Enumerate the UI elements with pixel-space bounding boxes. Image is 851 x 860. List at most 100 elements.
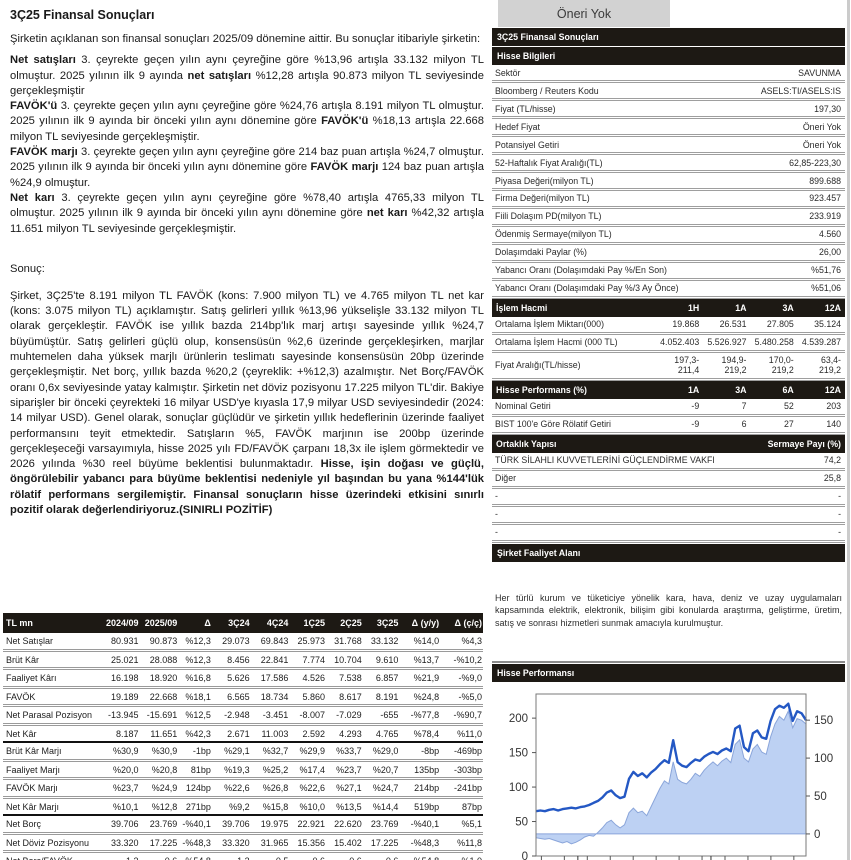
info-value: 197,30 [814,103,841,114]
table-row: -- [492,487,845,507]
column-header: TL mn [3,613,101,633]
cell: 5.860 [289,687,327,707]
shareholder-stake: - [722,487,845,507]
cell: 17.225 [362,833,400,853]
row-label: Brüt Kâr Marjı [3,742,101,762]
table-row: Net Satışlar 80.931 90.873 %12,3 29.073 69.84… [3,633,483,652]
tab-oneri-yok[interactable]: Öneri Yok [498,0,670,27]
table-row: -- [492,523,845,543]
info-value: 923.457 [809,193,841,204]
row-label: FAVÖK Marjı [3,778,101,799]
cell: %30,9 [139,742,179,762]
cell: 87bp [440,797,483,816]
info-row: Ödenmiş Sermaye(milyon TL) 4.560 [492,227,845,245]
cell: 52 [750,398,798,417]
cell: 11.003 [250,724,290,743]
cell: %13,5 [326,797,363,816]
cell: 7 [703,398,751,417]
cell: 5.626 [211,668,251,689]
paragraph: FAVÖK marjı 3. çeyrekte geçen yılın aynı… [10,145,484,191]
text: 3. çeyrekte geçen yılın aynı çeyreğine g… [10,146,484,174]
cell: 9.610 [362,650,400,670]
cell: 35.124 [797,316,845,335]
cell: -241bp [440,778,483,799]
cell: 23.769 [362,815,400,835]
row-label: Net Parasal Pozisyon [3,705,101,726]
row-label: Net Satışlar [3,633,101,652]
info-value: SAVUNMA [798,67,841,78]
cell: -655 [362,705,400,726]
ownership-header: Ortaklık Yapısı Sermaye Payı (%) [492,434,845,453]
cell: 22.921 [289,815,327,835]
summary-panel: Öneri Yok 3Ç25 Finansal Sonuçları Hisse … [492,0,845,860]
cell: 140 [797,415,845,435]
plot-border [535,693,807,857]
cell: %78,4 [399,724,441,743]
info-value: %51,76 [811,265,841,276]
cell: %14,4 [362,797,400,816]
price-line [535,702,808,813]
info-row: Fiyat (TL/hisse) 197,30 [492,101,845,119]
info-row: Sektör SAVUNMA [492,65,845,83]
cell: 29.073 [211,633,251,652]
cell: 1,3 [211,851,251,860]
text: %18,13 artışla 22.668 milyon TL seviyesi… [10,115,484,143]
shareholder-stake: 25,8 [722,469,845,489]
info-row: Yabancı Oranı (Dolaşımdaki Pay %/3 Ay Ön… [492,281,845,299]
paragraph: Net karı 3. çeyrekte geçen yılın aynı çe… [10,191,484,237]
panel-right-edge [847,0,850,860]
row-label: Net Kâr Marjı [3,797,101,816]
cell: -%40,1 [178,815,212,835]
column-header: 1H [656,298,704,317]
cell: 33.132 [362,633,400,652]
relative-performance-area [535,710,807,845]
cell: %20,8 [139,760,179,780]
section-header-chart: Hisse Performansı [492,664,845,683]
row-label: Net Borç/FAVÖK [3,851,101,860]
row-label: Net Döviz Pozisyonu [3,833,101,853]
cell: %11,0 [440,724,483,743]
mini-table-title: Hisse Performans (%) [492,380,656,399]
cell: -%90,7 [440,705,483,726]
performance-table: Hisse Performans (%) 1A 3A 6A 12A Nominal Get… [492,380,845,435]
info-label: 52-Haftalık Fiyat Aralığı(TL) [495,157,603,168]
cell: 0,6 [139,851,179,860]
cell: -8bp [399,742,441,762]
cell: %10,1 [100,797,140,816]
paragraph: Şirketin açıklanan son finansal sonuçlar… [10,32,484,47]
cell: 194,9- 219,2 [703,351,751,381]
table-row: Net Kâr 8.187 11.651 %42,3 2.671 11.003 2.592 4… [3,724,483,743]
cell: 11.651 [139,724,179,743]
cell: %26,8 [250,778,290,799]
info-label: Hedef Fiyat [495,121,540,132]
shareholder-name: - [492,523,722,543]
info-value: %51,06 [811,283,841,294]
cell: %11,8 [440,833,483,853]
cell: %4,3 [440,633,483,652]
text: 3. çeyrekte geçen yılın aynı çeyreğine g… [10,54,484,82]
cell: -2.948 [211,705,251,726]
column-header: 3Ç25 [362,613,400,633]
left-axis-label: 100 [509,782,528,794]
column-header: 1Ç25 [289,613,327,633]
cell: 39.706 [100,815,140,835]
cell: %27,1 [326,778,363,799]
info-value: Öneri Yok [802,121,841,132]
financials-table-header: TL mn 2024/09 2025/09 Δ 3Ç24 4Ç24 1Ç25 2Ç25 3Ç25… [3,613,483,633]
cell: -469bp [440,742,483,762]
column-header: 1A [703,298,751,317]
table-row: Brüt Kâr Marjı %30,9 %30,9 -1bp %29,1 %32,7 %2… [3,742,483,762]
cell: 135bp [399,760,441,780]
cell: %15,8 [250,797,290,816]
row-label: Ortalama İşlem Hacmi (000 TL) [492,333,656,353]
cell: -13.945 [100,705,140,726]
cell: %18,1 [178,687,212,707]
table-row: FAVÖK Marjı %23,7 %24,9 124bp %22,6 %26,8 %22,… [3,778,483,799]
cell: 63,4-219,2 [797,351,845,381]
cell: %24,8 [399,687,441,707]
cell: %24,7 [362,778,400,799]
cell: 8.456 [211,650,251,670]
column-header: 12A [797,380,845,399]
bold-text: FAVÖK marjı [10,146,78,159]
cell: 0,6 [362,851,400,860]
